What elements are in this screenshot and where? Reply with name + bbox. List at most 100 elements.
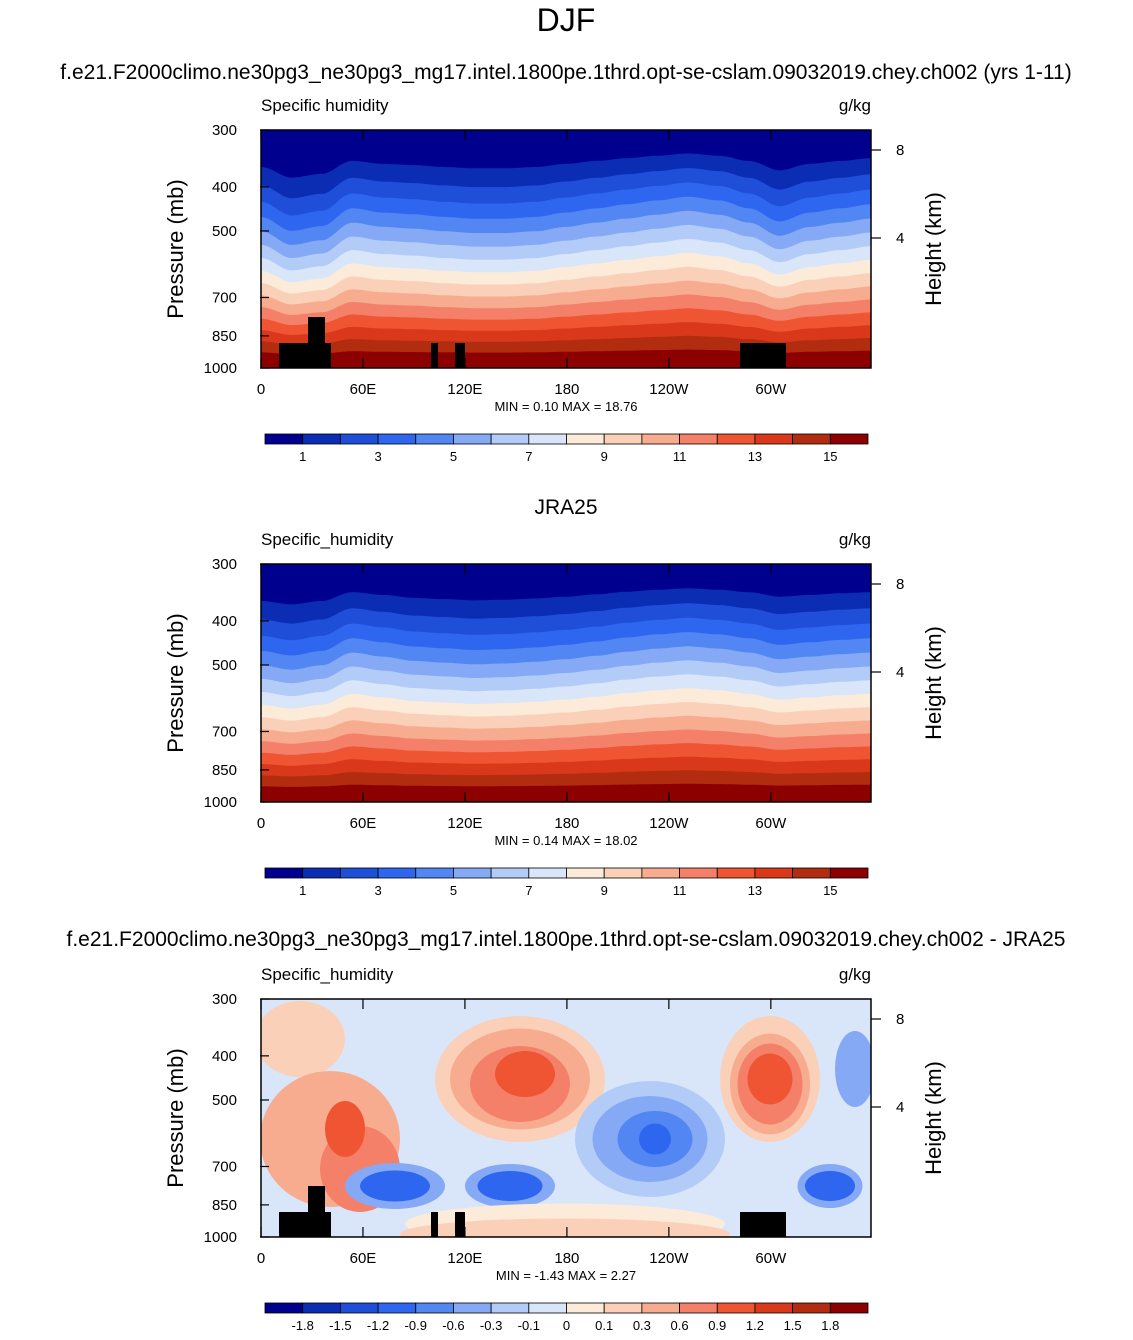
band	[261, 349, 871, 368]
y-right-tick-label: 4	[896, 230, 904, 247]
colorbar-swatch	[528, 433, 567, 445]
x-tick-label: 180	[554, 815, 579, 832]
y-right-tick-label: 8	[896, 1011, 904, 1028]
colorbar-swatch	[566, 867, 605, 879]
x-tick-label: 60W	[755, 1250, 787, 1267]
colorbar-swatch	[264, 1302, 304, 1314]
y-tick-label: 500	[212, 1092, 237, 1109]
colorbar-swatch	[754, 867, 794, 879]
panel-1: Specific humidity g/kg3004005007008501000…	[163, 96, 946, 464]
colorbar-swatch	[415, 867, 454, 879]
y-tick-label: 400	[212, 613, 237, 630]
colorbar-swatch	[339, 1302, 379, 1314]
y-tick-label: 1000	[204, 1229, 237, 1246]
terrain-mask	[308, 1186, 325, 1212]
variable-label: Specific humidity	[261, 96, 389, 115]
y-right-tick-label: 4	[896, 1099, 904, 1116]
band	[639, 1123, 671, 1155]
colorbar-label: 5	[450, 449, 457, 464]
x-tick-label: 0	[257, 381, 265, 398]
colorbar-swatch	[679, 433, 718, 445]
colorbar-label: -1.5	[329, 1318, 351, 1333]
colorbar-swatch	[490, 1302, 530, 1314]
terrain-mask	[431, 343, 438, 368]
colorbar-swatch	[264, 867, 304, 879]
plot-frame	[260, 563, 872, 803]
colorbar-label: 9	[601, 883, 608, 898]
panel2-title: JRA25	[534, 496, 597, 519]
y-axis-label: Pressure (mb)	[163, 179, 188, 318]
colorbar-swatch	[603, 867, 643, 879]
colorbar-label: 0.1	[595, 1318, 613, 1333]
colorbar: 1 3 5 7 9 11 13 15	[264, 867, 869, 898]
colorbar-label: 0.6	[671, 1318, 689, 1333]
band	[400, 1218, 730, 1237]
variable-label: Specific_humidity	[261, 530, 394, 549]
colorbar-swatch	[302, 867, 341, 879]
band	[261, 1001, 345, 1077]
colorbar-swatch	[264, 433, 304, 445]
colorbar-label: -1.8	[291, 1318, 313, 1333]
colorbar-swatch	[754, 1302, 794, 1314]
colorbar-swatch	[792, 433, 831, 445]
colorbar-swatch	[377, 867, 417, 879]
x-tick-label: 180	[554, 1250, 579, 1267]
colorbar-label: -0.1	[518, 1318, 540, 1333]
colorbar-swatch	[792, 1302, 831, 1314]
colorbar-swatch	[302, 433, 341, 445]
colorbar-swatch	[566, 433, 605, 445]
y-tick-label: 850	[212, 328, 237, 345]
plot-frame	[260, 129, 872, 369]
y-tick-label: 400	[212, 179, 237, 196]
y-tick-label: 500	[212, 657, 237, 674]
x-tick-label: 0	[257, 815, 265, 832]
colorbar-swatch	[490, 867, 530, 879]
colorbar-label: 13	[748, 883, 762, 898]
season-title: DJF	[537, 2, 596, 38]
colorbar-swatch	[829, 433, 869, 445]
colorbar-label: 7	[525, 449, 532, 464]
colorbar-label: 0.9	[708, 1318, 726, 1333]
y-axis-label: Pressure (mb)	[163, 613, 188, 752]
band	[495, 1051, 555, 1097]
terrain-mask	[279, 1212, 331, 1237]
colorbar-label: 1.5	[784, 1318, 802, 1333]
colorbar-swatch	[754, 433, 794, 445]
x-tick-label: 60E	[350, 1250, 377, 1267]
plot-frame	[260, 998, 872, 1238]
x-tick-label: 120E	[447, 381, 482, 398]
colorbar-swatch	[829, 1302, 869, 1314]
colorbar-swatch	[566, 1302, 605, 1314]
colorbar-swatch	[453, 1302, 492, 1314]
colorbar-swatch	[679, 867, 718, 879]
y-tick-label: 1000	[204, 794, 237, 811]
variable-label: Specific_humidity	[261, 965, 394, 984]
x-tick-label: 180	[554, 381, 579, 398]
colorbar-label: 15	[823, 449, 837, 464]
terrain-mask	[740, 343, 786, 368]
colorbar-swatch	[792, 867, 831, 879]
y-tick-label: 500	[212, 223, 237, 240]
contour-field	[261, 564, 871, 802]
colorbar-label: 1.2	[746, 1318, 764, 1333]
colorbar-swatch	[302, 1302, 341, 1314]
x-tick-label: 60W	[755, 815, 787, 832]
colorbar-label: 1	[299, 449, 306, 464]
x-tick-label: 120W	[649, 381, 689, 398]
colorbar-label: 7	[525, 883, 532, 898]
y-right-axis-label: Height (km)	[921, 1061, 946, 1175]
x-tick-label: 60W	[755, 381, 787, 398]
panel-3: Specific_humidity g/kg3004005007008501000…	[163, 965, 946, 1333]
contour-field	[261, 130, 871, 368]
colorbar-swatch	[528, 867, 567, 879]
colorbar-swatch	[603, 1302, 643, 1314]
colorbar-label: 9	[601, 449, 608, 464]
panel1-title: f.e21.F2000climo.ne30pg3_ne30pg3_mg17.in…	[60, 61, 1071, 84]
min-max-label: MIN = 0.14 MAX = 18.02	[494, 833, 637, 848]
min-max-label: MIN = -1.43 MAX = 2.27	[496, 1268, 636, 1283]
terrain-mask	[740, 1212, 786, 1237]
units-label: g/kg	[839, 530, 871, 549]
colorbar-label: 11	[673, 449, 687, 464]
y-tick-label: 850	[212, 762, 237, 779]
